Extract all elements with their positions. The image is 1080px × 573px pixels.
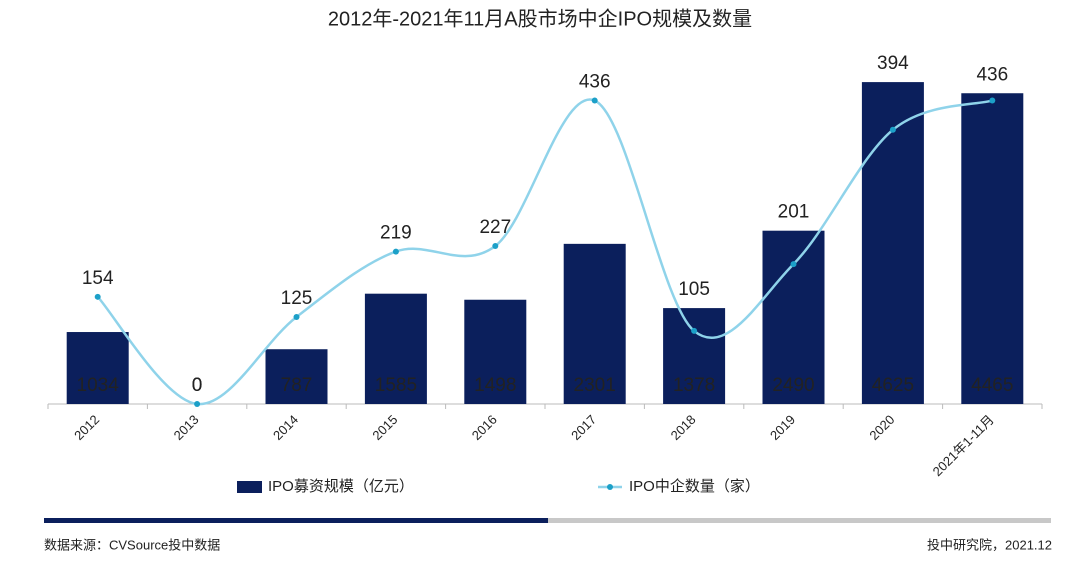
bar <box>861 82 924 404</box>
divider-light <box>548 518 1051 523</box>
legend-label: IPO募资规模（亿元） <box>268 478 414 495</box>
x-tick-label: 2020 <box>866 412 897 443</box>
bar-value-label: 4465 <box>971 375 1013 396</box>
bar-value-label: 4625 <box>872 375 914 396</box>
bar-value-label: 1034 <box>77 375 120 396</box>
x-tick-label: 2017 <box>568 412 599 443</box>
x-tick-label: 2015 <box>369 412 400 443</box>
line-value-label: 227 <box>479 217 511 238</box>
bar-value-label: 1498 <box>474 375 516 396</box>
source-note: 数据来源：CVSource投中数据 <box>44 537 220 552</box>
line-value-label: 125 <box>281 288 313 309</box>
bar-value-label: 2490 <box>772 375 814 396</box>
line-point <box>293 314 300 320</box>
line-point <box>889 126 896 133</box>
line-point <box>790 261 797 268</box>
line-point <box>591 97 598 104</box>
x-tick-label: 2018 <box>668 412 699 443</box>
legend-swatch <box>607 484 613 490</box>
line-value-label: 105 <box>678 279 710 300</box>
bar-value-label: 2301 <box>574 375 616 396</box>
legend-label: IPO中企数量（家） <box>629 477 760 495</box>
bar <box>364 293 427 404</box>
line-value-label: 0 <box>192 375 203 396</box>
line-point <box>691 327 698 334</box>
line-point <box>492 243 499 250</box>
x-tick-label: 2019 <box>767 412 798 443</box>
bar <box>66 332 129 404</box>
line-value-label: 394 <box>877 53 909 74</box>
line-point <box>989 97 996 104</box>
line-point <box>392 248 399 255</box>
bar <box>762 230 825 404</box>
bar-value-label: 0 <box>192 375 203 396</box>
divider-dark <box>44 518 548 523</box>
bar-value-label: 1585 <box>375 375 417 396</box>
x-tick-label: 2016 <box>469 412 500 443</box>
bar <box>464 299 527 404</box>
line-value-label: 219 <box>380 223 412 244</box>
x-tick-label: 2014 <box>270 412 301 443</box>
bar <box>961 93 1024 405</box>
line-value-label: 436 <box>976 64 1008 85</box>
bar-value-label: 1378 <box>673 375 715 396</box>
x-tick-label: 2013 <box>171 412 202 443</box>
legend-swatch <box>237 481 262 493</box>
line-point <box>94 293 101 300</box>
bar <box>265 349 328 404</box>
bar <box>663 308 726 404</box>
line-value-label: 154 <box>82 268 114 289</box>
bar <box>563 243 626 404</box>
line-point <box>194 401 201 407</box>
x-tick-label: 2021年1-11月 <box>930 412 997 479</box>
line <box>96 98 993 406</box>
bar-value-label: 787 <box>281 375 313 396</box>
credit-note: 投中研究院，2021.12 <box>927 537 1052 552</box>
chart-title: 2012年-2021年11月A股市场中企IPO规模及数量 <box>328 7 752 30</box>
line-value-label: 436 <box>579 72 611 93</box>
x-tick-label: 2012 <box>71 412 102 443</box>
line-value-label: 201 <box>778 202 810 223</box>
